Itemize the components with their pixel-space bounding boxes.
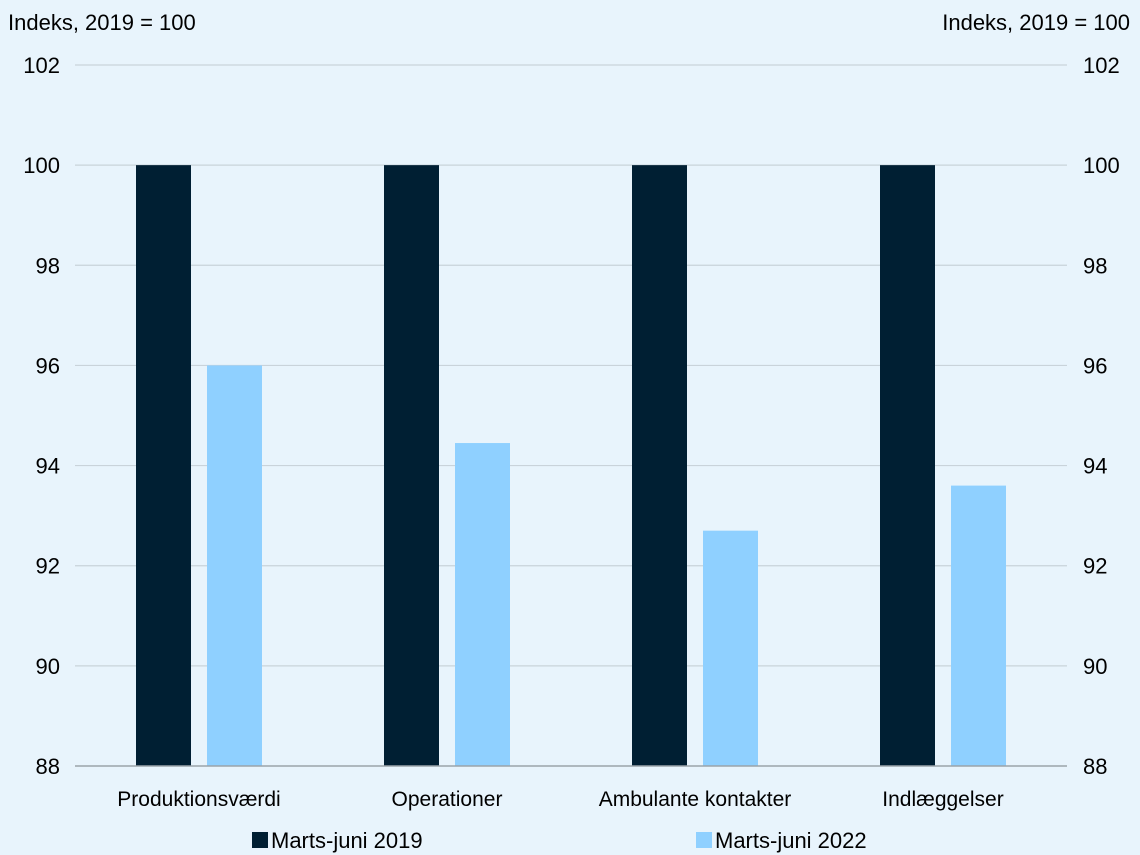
x-tick-label: Ambulante kontakter [599, 788, 792, 811]
y-tick-label-left: 92 [36, 554, 60, 579]
bars [136, 165, 1006, 767]
y-tick-label-right: 94 [1083, 454, 1107, 479]
bar-series1 [136, 165, 191, 767]
bar-series2 [703, 530, 758, 766]
bar-series2 [207, 365, 262, 766]
bar-series2 [951, 485, 1006, 766]
y-tick-labels-left: 88 90 92 94 96 98 100 102 [23, 53, 60, 779]
x-tick-label: Operationer [392, 788, 503, 811]
legend-label: Marts-juni 2019 [271, 828, 423, 853]
y-tick-label-right: 96 [1083, 353, 1107, 378]
y-tick-label-left: 88 [36, 754, 60, 779]
y-axis-label-right: Indeks, 2019 = 100 [942, 10, 1130, 35]
y-tick-label-left: 98 [36, 253, 60, 278]
y-axis-label-left: Indeks, 2019 = 100 [8, 10, 196, 35]
bar-series1 [384, 165, 439, 767]
bar-series1 [632, 165, 687, 767]
x-tick-label: Produktionsværdi [117, 788, 280, 811]
bar-series1 [880, 165, 935, 767]
y-tick-label-left: 100 [23, 153, 60, 178]
y-tick-label-left: 102 [23, 53, 60, 78]
y-tick-label-right: 102 [1083, 53, 1120, 78]
x-tick-labels: Produktionsværdi Operationer Ambulante kon… [117, 788, 1003, 811]
y-tick-label-left: 90 [36, 654, 60, 679]
y-tick-label-left: 94 [36, 454, 60, 479]
y-tick-label-right: 90 [1083, 654, 1107, 679]
legend-swatch [252, 832, 268, 848]
legend-swatch [696, 832, 712, 848]
y-tick-label-right: 98 [1083, 253, 1107, 278]
y-tick-label-right: 100 [1083, 153, 1120, 178]
y-tick-label-right: 88 [1083, 754, 1107, 779]
legend-label: Marts-juni 2022 [715, 828, 867, 853]
bar-series2 [455, 443, 510, 766]
y-tick-label-right: 92 [1083, 554, 1107, 579]
y-tick-label-left: 96 [36, 353, 60, 378]
x-tick-label: Indlæggelser [882, 788, 1003, 811]
legend: Marts-juni 2019 Marts-juni 2022 [252, 828, 867, 853]
y-tick-labels-right: 88 90 92 94 96 98 100 102 [1083, 53, 1120, 779]
